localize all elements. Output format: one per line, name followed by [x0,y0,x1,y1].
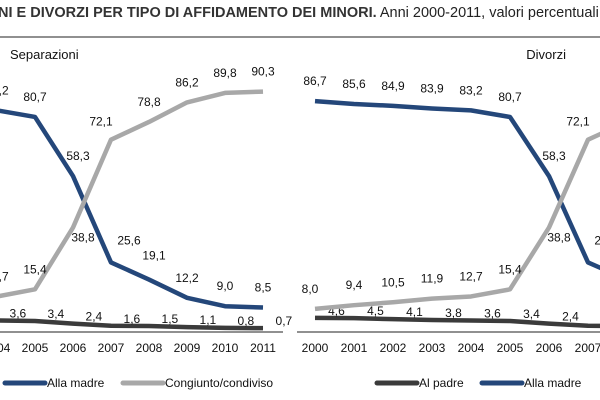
data-label: 90,3 [251,65,275,79]
x-tick-label: 2004 [0,341,11,355]
data-label: 72,1 [566,115,590,129]
x-tick-label: 2007 [98,341,125,355]
chart-title-regular: Anni 2000-2011, valori percentuali [376,5,599,21]
legend-label: Congiunto/condiviso [165,376,273,390]
data-label: 12,2 [175,271,199,285]
data-label: 89,8 [213,66,237,80]
data-label: 84,9 [381,79,405,93]
data-label: 3,6 [10,306,27,320]
x-tick-label: 2010 [212,341,239,355]
data-label: 38,8 [71,231,95,245]
data-label: 19,1 [142,249,166,263]
x-tick-label: 2009 [174,341,201,355]
legend-label: Al padre [419,376,464,390]
data-label: 0,7 [276,314,293,328]
data-label: 86,7 [303,74,327,88]
data-label: 15,4 [498,262,522,276]
x-tick-label: 2011 [250,341,276,355]
data-label: 3,4 [48,307,65,321]
x-tick-label: 2008 [136,341,163,355]
data-label: 12,7 [459,269,483,283]
data-label: 38,8 [547,231,571,245]
panel-title: Divorzi [526,47,566,62]
series-line-alla-madre [314,98,600,271]
data-label: 25,6 [117,233,141,247]
data-label: 8,0 [302,282,319,296]
data-label: 2,4 [562,310,579,324]
x-tick-label: 2006 [536,341,563,355]
data-label: 15,4 [23,262,47,276]
data-label: 11,9 [421,272,444,286]
data-label: 78,8 [137,95,161,109]
legend-label: Alla madre [47,376,105,390]
x-tick-label: 2007 [575,341,600,355]
x-tick-label: 2006 [60,341,87,355]
data-label: 8,5 [255,281,272,295]
data-label: 4,1 [406,305,423,319]
x-tick-label: 2005 [497,341,524,355]
series-line-al-padre [0,318,264,331]
chart-title-bold: NI E DIVORZI PER TIPO DI AFFIDAMENTO DEI… [0,5,377,21]
data-label: 12,7 [0,269,9,283]
data-label: 3,8 [445,306,462,320]
data-label: 10,5 [381,275,405,289]
x-tick-label: 2002 [380,341,407,355]
data-label: 80,7 [23,90,47,104]
data-label: 3,4 [523,307,540,321]
data-label: 72,1 [89,115,113,129]
series-line-congiunto-condiviso [314,131,600,312]
data-label: 1,6 [124,312,141,326]
data-label: 86,2 [175,75,199,89]
data-label: 83,9 [420,82,444,96]
chart-title: NI E DIVORZI PER TIPO DI AFFIDAMENTO DEI… [0,5,599,21]
data-label: 83,2 [0,83,9,97]
data-label: 80,7 [498,90,522,104]
x-tick-label: 2003 [419,341,446,355]
x-tick-label: 2005 [22,341,49,355]
data-label: 2,4 [86,310,103,324]
data-label: 85,6 [342,77,366,91]
series-line-al-padre [314,315,600,329]
series-line-alla-madre [0,108,264,310]
data-label: 58,3 [542,149,566,163]
data-label: 4,5 [367,304,384,318]
data-label: 58,3 [66,149,90,163]
series-line-congiunto-condiviso [0,89,264,299]
data-label: 1,5 [162,312,179,326]
data-label: 9,0 [217,279,234,293]
data-label: 83,2 [459,83,483,97]
x-tick-label: 2004 [458,341,485,355]
data-label: 1,1 [200,313,217,327]
data-label: 3,6 [484,306,501,320]
data-label: 0,8 [238,314,255,328]
data-label: 9,4 [346,278,363,292]
data-label: 25,6 [594,233,600,247]
x-tick-label: 2000 [302,341,329,355]
panel-title: Separazioni [10,47,79,62]
legend-label: Alla madre [524,376,582,390]
x-tick-label: 2001 [341,341,368,355]
